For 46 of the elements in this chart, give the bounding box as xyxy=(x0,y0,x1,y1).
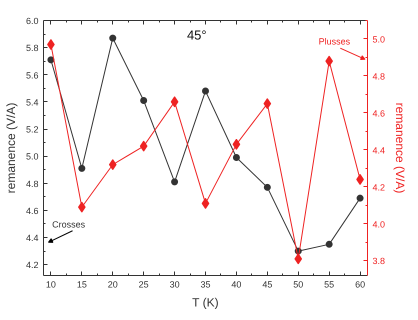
point xyxy=(78,164,86,172)
text: 45° xyxy=(186,28,207,42)
y-axis-title: remanence (V/A) xyxy=(4,102,18,194)
point xyxy=(140,97,148,104)
y2-tick-label: 4.8 xyxy=(372,71,386,82)
y-tick-label: 4.8 xyxy=(26,178,39,189)
x-tick-label: 15 xyxy=(76,280,87,290)
text: Crosses xyxy=(52,219,86,230)
x-tick-label: 60 xyxy=(355,280,366,290)
x-tick-label: 55 xyxy=(324,280,334,290)
y-tick-label: 5.2 xyxy=(26,124,39,135)
x-axis-title: T (K) xyxy=(192,296,219,310)
y2-tick-label: 3.8 xyxy=(372,256,386,266)
point xyxy=(108,159,117,170)
y-tick-label: 4.6 xyxy=(26,206,39,216)
x-tick-label: 10 xyxy=(46,280,56,290)
y2-tick-label: 4.2 xyxy=(372,182,386,192)
series-label: Plusses xyxy=(318,36,351,46)
y-tick-label: 5.0 xyxy=(26,152,39,162)
x-tick-label: 35 xyxy=(200,280,211,290)
x-tick-label: 45 xyxy=(262,280,272,290)
point xyxy=(232,154,240,161)
point xyxy=(109,34,116,42)
y2-tick-label: 4.4 xyxy=(372,145,386,156)
y-tick-label: 6.0 xyxy=(26,16,39,26)
x-tick-label: 40 xyxy=(231,280,242,290)
point xyxy=(171,178,178,186)
point xyxy=(326,240,333,248)
y-tick-label: 5.6 xyxy=(26,70,39,80)
x-tick-label: 30 xyxy=(170,280,180,290)
y2-tick-label: 5.0 xyxy=(372,34,386,44)
y2-axis-title: remanence (V/A) xyxy=(393,102,408,194)
point xyxy=(202,88,209,95)
y-tick-label: 4.2 xyxy=(26,260,39,270)
y-tick-label: 5.8 xyxy=(26,43,39,54)
y-tick-label: 5.4 xyxy=(26,97,39,108)
point xyxy=(356,194,364,202)
x-tick-label: 25 xyxy=(138,280,149,290)
y2-tick-label: 4.0 xyxy=(372,219,386,230)
point xyxy=(294,253,302,264)
y-tick-label: 4.4 xyxy=(26,233,39,244)
point xyxy=(264,184,271,191)
x-tick-label: 20 xyxy=(108,280,118,290)
x-tick-label: 50 xyxy=(293,280,304,290)
point xyxy=(47,56,54,64)
y2-tick-label: 4.6 xyxy=(372,108,386,118)
